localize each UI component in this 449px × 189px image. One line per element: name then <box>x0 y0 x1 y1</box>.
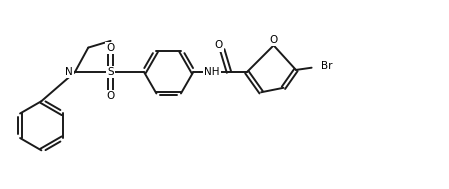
Text: S: S <box>107 67 114 77</box>
Text: O: O <box>269 35 278 45</box>
Text: N: N <box>65 67 73 77</box>
Text: O: O <box>106 91 114 101</box>
Text: O: O <box>106 43 114 53</box>
Text: O: O <box>215 40 223 50</box>
Text: NH: NH <box>204 67 220 77</box>
Text: Br: Br <box>321 61 332 71</box>
